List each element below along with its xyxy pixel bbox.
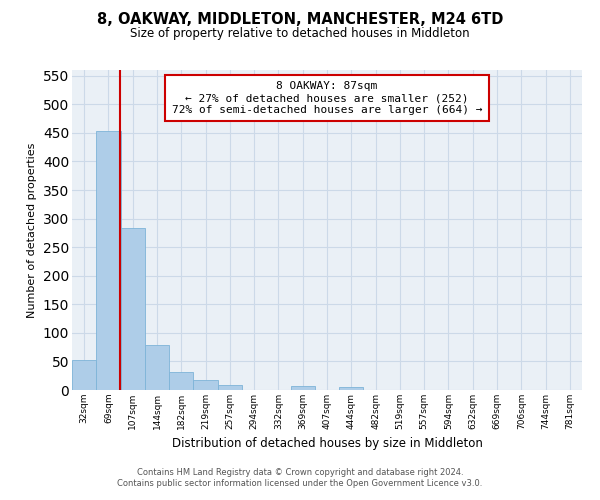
Text: 8, OAKWAY, MIDDLETON, MANCHESTER, M24 6TD: 8, OAKWAY, MIDDLETON, MANCHESTER, M24 6T…: [97, 12, 503, 28]
Bar: [121, 228, 145, 390]
Bar: [96, 131, 121, 390]
Text: 8 OAKWAY: 87sqm
← 27% of detached houses are smaller (252)
72% of semi-detached : 8 OAKWAY: 87sqm ← 27% of detached houses…: [172, 82, 482, 114]
Bar: [339, 387, 364, 390]
Bar: [169, 372, 193, 390]
Bar: [290, 386, 315, 390]
Bar: [193, 380, 218, 390]
Text: Size of property relative to detached houses in Middleton: Size of property relative to detached ho…: [130, 28, 470, 40]
Bar: [72, 360, 96, 390]
X-axis label: Distribution of detached houses by size in Middleton: Distribution of detached houses by size …: [172, 438, 482, 450]
Y-axis label: Number of detached properties: Number of detached properties: [27, 142, 37, 318]
Bar: [145, 346, 169, 390]
Bar: [218, 385, 242, 390]
Text: Contains HM Land Registry data © Crown copyright and database right 2024.
Contai: Contains HM Land Registry data © Crown c…: [118, 468, 482, 487]
